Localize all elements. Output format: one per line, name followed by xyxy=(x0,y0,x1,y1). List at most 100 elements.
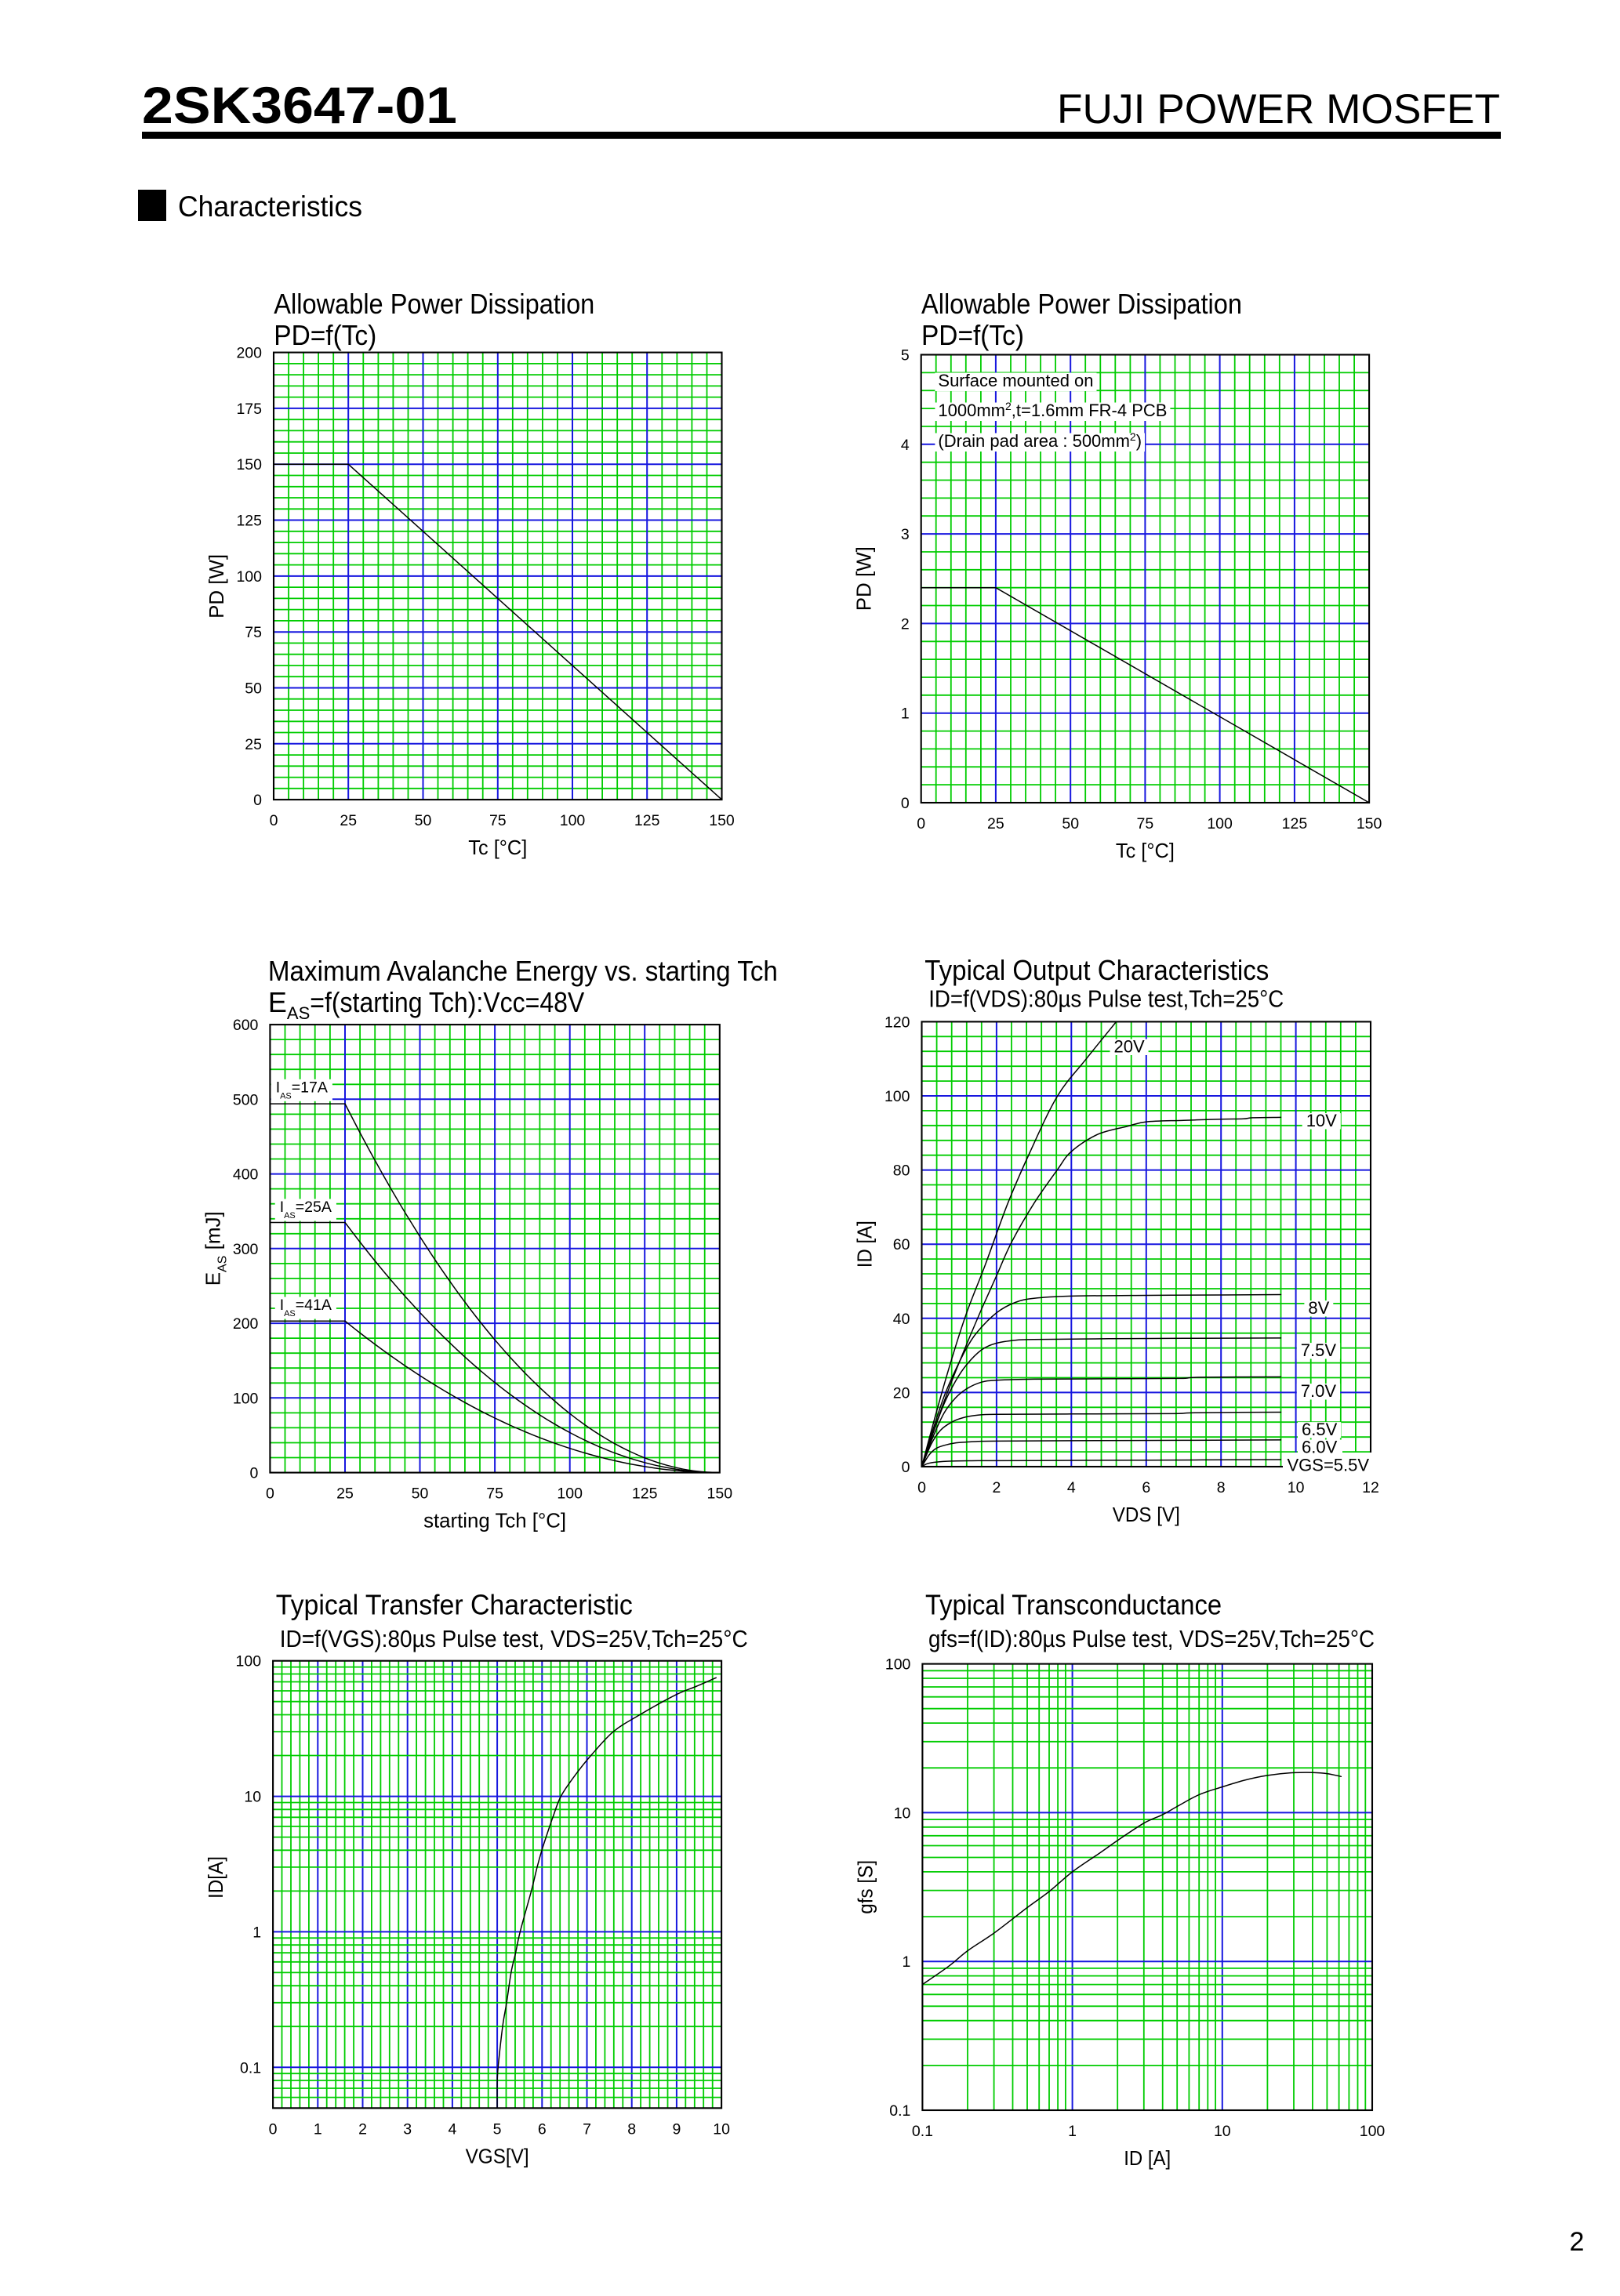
svg-text:I: I xyxy=(276,1079,280,1096)
svg-text:60: 60 xyxy=(893,1236,910,1253)
svg-text:3: 3 xyxy=(901,526,910,543)
svg-text:100: 100 xyxy=(557,1485,583,1503)
svg-text:Typical Transconductance: Typical Transconductance xyxy=(925,1589,1222,1621)
svg-text:7.5V: 7.5V xyxy=(1301,1340,1337,1360)
svg-text:8: 8 xyxy=(1217,1479,1226,1496)
svg-text:AS: AS xyxy=(287,1003,310,1023)
svg-text:PD=f(Tc): PD=f(Tc) xyxy=(921,319,1024,351)
svg-text:0.1: 0.1 xyxy=(889,2102,910,2120)
svg-text:=25A: =25A xyxy=(296,1199,332,1216)
svg-text:100: 100 xyxy=(236,568,262,586)
svg-text:12: 12 xyxy=(1362,1479,1379,1496)
svg-text:AS: AS xyxy=(280,1091,292,1101)
svg-text:20V: 20V xyxy=(1114,1037,1145,1057)
svg-text:2: 2 xyxy=(358,2120,367,2138)
svg-text:80: 80 xyxy=(893,1163,910,1180)
svg-text:100: 100 xyxy=(885,1656,911,1674)
svg-text:75: 75 xyxy=(489,812,507,829)
svg-text:200: 200 xyxy=(233,1315,259,1333)
svg-text:100: 100 xyxy=(560,812,586,829)
svg-text:1: 1 xyxy=(314,2120,322,2138)
svg-text:gfs=f(ID):80µs Pulse test, VDS: gfs=f(ID):80µs Pulse test, VDS=25V,Tch=2… xyxy=(928,1625,1375,1652)
svg-text:2: 2 xyxy=(1130,430,1136,443)
svg-text:PD=f(Tc): PD=f(Tc) xyxy=(274,319,376,351)
svg-text:ID [A]: ID [A] xyxy=(1124,2146,1171,2170)
svg-text:175: 175 xyxy=(236,401,262,418)
svg-text:2: 2 xyxy=(992,1479,1001,1496)
svg-text:starting Tch [°C]: starting Tch [°C] xyxy=(423,1509,566,1532)
svg-text:2SK3647-01: 2SK3647-01 xyxy=(142,76,457,134)
svg-text:0: 0 xyxy=(250,1465,259,1482)
svg-text:E: E xyxy=(201,1272,224,1286)
svg-text:1: 1 xyxy=(903,1953,911,1971)
svg-text:6: 6 xyxy=(538,2120,547,2138)
svg-text:20: 20 xyxy=(893,1384,910,1402)
svg-text:2: 2 xyxy=(1570,2227,1585,2257)
svg-text:9: 9 xyxy=(672,2120,681,2138)
svg-text:Maximum Avalanche Energy vs. s: Maximum Avalanche Energy vs. starting Tc… xyxy=(268,955,778,987)
svg-text:5: 5 xyxy=(493,2120,502,2138)
svg-text:100: 100 xyxy=(233,1390,259,1407)
svg-text:=41A: =41A xyxy=(296,1297,332,1314)
svg-text:3: 3 xyxy=(403,2120,412,2138)
svg-text:2: 2 xyxy=(901,615,910,633)
svg-text:0: 0 xyxy=(917,1479,926,1496)
svg-text:7.0V: 7.0V xyxy=(1301,1381,1337,1401)
svg-text:125: 125 xyxy=(236,513,262,530)
svg-text:25: 25 xyxy=(245,736,262,753)
svg-text:0.1: 0.1 xyxy=(240,2059,261,2077)
svg-text:Allowable Power Dissipation: Allowable Power Dissipation xyxy=(274,288,594,320)
svg-text:FUJI POWER MOSFET: FUJI POWER MOSFET xyxy=(1057,86,1500,132)
svg-text:VGS=5.5V: VGS=5.5V xyxy=(1288,1456,1370,1475)
svg-text:6.5V: 6.5V xyxy=(1302,1420,1338,1439)
svg-text:40: 40 xyxy=(893,1311,910,1328)
svg-text:100: 100 xyxy=(236,1653,262,1670)
svg-text:0: 0 xyxy=(902,1459,910,1476)
svg-text:100: 100 xyxy=(1207,815,1233,832)
svg-text:125: 125 xyxy=(632,1485,658,1503)
svg-text:[mJ]: [mJ] xyxy=(201,1211,224,1255)
svg-text:=f(starting Tch):Vcc=48V: =f(starting Tch):Vcc=48V xyxy=(310,986,584,1018)
svg-text:75: 75 xyxy=(486,1485,503,1503)
svg-text:Tc [°C]: Tc [°C] xyxy=(468,836,527,859)
svg-text:125: 125 xyxy=(634,812,660,829)
svg-text:0.1: 0.1 xyxy=(912,2123,933,2140)
svg-text:4: 4 xyxy=(448,2120,456,2138)
svg-text:50: 50 xyxy=(245,680,262,698)
svg-text:E: E xyxy=(268,986,287,1018)
svg-text:10: 10 xyxy=(1214,2123,1231,2140)
svg-text:PD [W]: PD [W] xyxy=(852,546,876,611)
svg-text:75: 75 xyxy=(245,624,262,641)
svg-text:125: 125 xyxy=(1282,815,1308,832)
svg-text:gfs [S]: gfs [S] xyxy=(853,1860,877,1914)
svg-text:ID [A]: ID [A] xyxy=(853,1221,877,1268)
svg-text:10V: 10V xyxy=(1306,1111,1337,1130)
svg-text:150: 150 xyxy=(707,1485,733,1503)
svg-text:10: 10 xyxy=(1288,1479,1305,1496)
svg-text:75: 75 xyxy=(1137,815,1154,832)
svg-text:4: 4 xyxy=(1067,1479,1076,1496)
svg-text:10: 10 xyxy=(894,1805,911,1822)
svg-text:120: 120 xyxy=(884,1014,910,1031)
svg-text:I: I xyxy=(280,1297,284,1314)
svg-text:150: 150 xyxy=(709,812,735,829)
svg-text:AS: AS xyxy=(216,1256,229,1272)
svg-text:400: 400 xyxy=(233,1166,259,1184)
svg-text:Typical Output Characteristics: Typical Output Characteristics xyxy=(924,954,1269,986)
svg-text:50: 50 xyxy=(412,1485,429,1503)
svg-text:0: 0 xyxy=(917,815,925,832)
svg-text:0: 0 xyxy=(901,795,910,812)
svg-text:25: 25 xyxy=(987,815,1004,832)
svg-text:8V: 8V xyxy=(1308,1298,1329,1318)
svg-text:Typical Transfer Characteristi: Typical Transfer Characteristic xyxy=(276,1589,633,1621)
svg-text:): ) xyxy=(1136,431,1142,451)
svg-text:ID[A]: ID[A] xyxy=(204,1856,227,1899)
svg-text:1: 1 xyxy=(901,705,910,723)
svg-text:,t=1.6mm FR-4 PCB: ,t=1.6mm FR-4 PCB xyxy=(1012,401,1168,420)
svg-text:1000mm: 1000mm xyxy=(938,401,1005,420)
svg-text:5: 5 xyxy=(901,347,910,365)
svg-text:7: 7 xyxy=(583,2120,591,2138)
svg-text:1: 1 xyxy=(1068,2123,1077,2140)
svg-text:25: 25 xyxy=(336,1485,354,1503)
svg-text:=17A: =17A xyxy=(292,1079,328,1096)
